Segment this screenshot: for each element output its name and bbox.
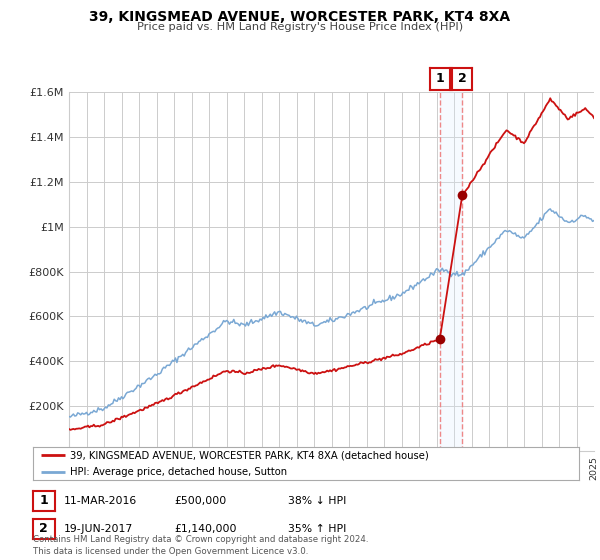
Text: 38% ↓ HPI: 38% ↓ HPI bbox=[288, 496, 346, 506]
Text: HPI: Average price, detached house, Sutton: HPI: Average price, detached house, Sutt… bbox=[70, 467, 287, 477]
Text: 2: 2 bbox=[40, 522, 48, 535]
Text: £1,140,000: £1,140,000 bbox=[174, 524, 236, 534]
Text: 11-MAR-2016: 11-MAR-2016 bbox=[64, 496, 137, 506]
Text: 1: 1 bbox=[40, 494, 48, 507]
Text: 2: 2 bbox=[458, 72, 467, 86]
Text: £500,000: £500,000 bbox=[174, 496, 226, 506]
Text: 35% ↑ HPI: 35% ↑ HPI bbox=[288, 524, 346, 534]
Text: 39, KINGSMEAD AVENUE, WORCESTER PARK, KT4 8XA (detached house): 39, KINGSMEAD AVENUE, WORCESTER PARK, KT… bbox=[70, 450, 429, 460]
Bar bbox=[440, 92, 462, 451]
Text: Contains HM Land Registry data © Crown copyright and database right 2024.
This d: Contains HM Land Registry data © Crown c… bbox=[33, 535, 368, 556]
Text: 39, KINGSMEAD AVENUE, WORCESTER PARK, KT4 8XA: 39, KINGSMEAD AVENUE, WORCESTER PARK, KT… bbox=[89, 10, 511, 24]
Text: 19-JUN-2017: 19-JUN-2017 bbox=[64, 524, 133, 534]
Text: 1: 1 bbox=[436, 72, 444, 86]
Text: Price paid vs. HM Land Registry's House Price Index (HPI): Price paid vs. HM Land Registry's House … bbox=[137, 22, 463, 32]
